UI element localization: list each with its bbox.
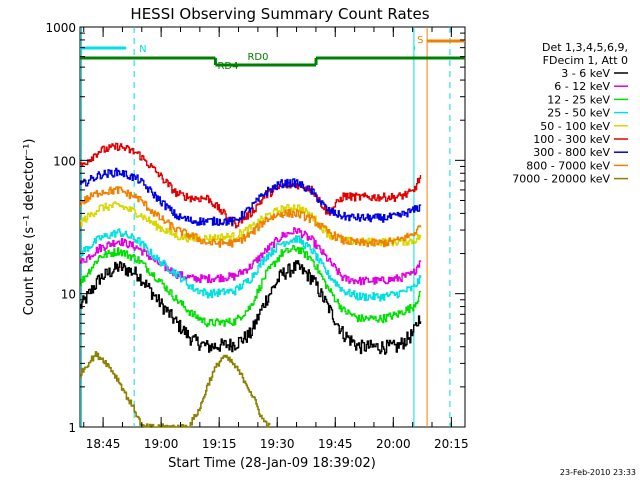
legend-entry-label: 3 - 6 keV [561, 67, 610, 80]
legend-header-line: Det 1,3,4,5,6,9, [542, 41, 628, 54]
series-line [80, 186, 422, 248]
legend-entry-label: 300 - 800 keV [533, 146, 610, 159]
legend: Det 1,3,4,5,6,9,FDecim 1, Att 03 - 6 keV… [512, 41, 628, 186]
legend-entry-label: 6 - 12 keV [554, 80, 610, 93]
y-tick-label: 10 [61, 288, 76, 302]
x-tick-label: 18:45 [86, 437, 121, 451]
series-line [80, 228, 422, 302]
legend-entry-label: 25 - 50 keV [547, 107, 610, 120]
series-line [80, 167, 422, 226]
x-tick-label: 19:30 [260, 437, 295, 451]
series-line [80, 260, 422, 355]
x-tick-label: 20:00 [376, 437, 411, 451]
x-tick-label: 19:45 [318, 437, 353, 451]
legend-entry-label: 12 - 25 keV [547, 93, 610, 106]
series-line [80, 351, 271, 428]
series-line [80, 245, 422, 328]
chart-title: HESSI Observing Summary Count Rates [130, 5, 429, 23]
legend-entry-label: 7000 - 20000 keV [512, 173, 610, 186]
series-line [80, 142, 422, 229]
x-tick-label: 20:15 [434, 437, 469, 451]
y-tick-label: 100 [53, 154, 76, 168]
north-marker-label: N [139, 44, 146, 55]
rd4-label: RD4 [217, 61, 238, 72]
series-line [80, 227, 422, 286]
x-axis-label: Start Time (28-Jan-09 18:39:02) [168, 456, 376, 471]
rd0-label: RD0 [247, 52, 268, 63]
plot-frame [79, 26, 466, 428]
overlay-layer: N S RD0 RD4 [80, 27, 465, 427]
legend-header-line: FDecim 1, Att 0 [543, 54, 628, 67]
axis-layer: 18:45 19:00 19:15 19:30 19:45 20:00 20:15 1 10 10… [45, 21, 468, 451]
legend-entry-label: 800 - 7000 keV [526, 159, 610, 172]
legend-entry-label: 50 - 100 keV [540, 120, 610, 133]
x-tick-label: 19:00 [144, 437, 179, 451]
timestamp: 23-Feb-2010 23:33 [560, 468, 636, 477]
x-tick-label: 19:15 [202, 437, 237, 451]
series-layer [80, 142, 422, 428]
y-tick-label: 1 [68, 421, 76, 435]
legend-entry-label: 100 - 300 keV [533, 133, 610, 146]
y-axis-label: Count Rate (s⁻¹ detector⁻¹) [22, 139, 37, 316]
y-tick-label: 1000 [45, 21, 76, 35]
south-marker-label: S [417, 35, 423, 46]
